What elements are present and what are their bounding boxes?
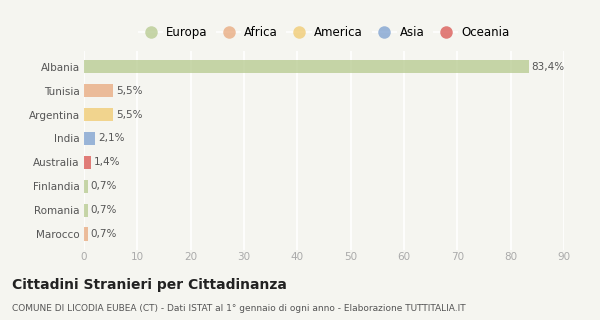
Legend: Europa, Africa, America, Asia, Oceania: Europa, Africa, America, Asia, Oceania [136, 24, 512, 41]
Text: 2,1%: 2,1% [98, 133, 124, 143]
Text: Cittadini Stranieri per Cittadinanza: Cittadini Stranieri per Cittadinanza [12, 278, 287, 292]
Text: 0,7%: 0,7% [91, 181, 117, 191]
Bar [84, 132, 95, 145]
Bar [84, 60, 529, 73]
Text: COMUNE DI LICODIA EUBEA (CT) - Dati ISTAT al 1° gennaio di ogni anno - Elaborazi: COMUNE DI LICODIA EUBEA (CT) - Dati ISTA… [12, 304, 466, 313]
Text: 83,4%: 83,4% [532, 62, 565, 72]
Bar [84, 228, 88, 241]
Bar [84, 156, 91, 169]
Text: 5,5%: 5,5% [116, 86, 143, 96]
Text: 0,7%: 0,7% [91, 205, 117, 215]
Text: 1,4%: 1,4% [94, 157, 121, 167]
Bar [84, 204, 88, 217]
Text: 5,5%: 5,5% [116, 109, 143, 120]
Bar [84, 84, 113, 97]
Text: 0,7%: 0,7% [91, 229, 117, 239]
Bar [84, 108, 113, 121]
Bar [84, 180, 88, 193]
